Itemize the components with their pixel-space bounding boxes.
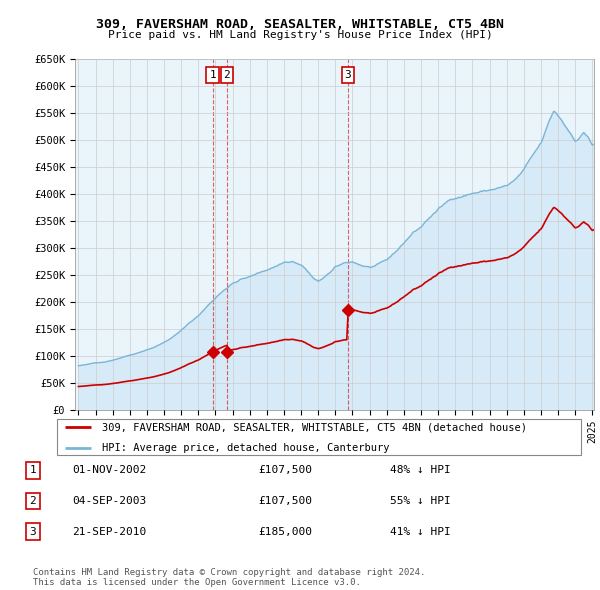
Text: Price paid vs. HM Land Registry's House Price Index (HPI): Price paid vs. HM Land Registry's House … bbox=[107, 30, 493, 40]
Text: 04-SEP-2003: 04-SEP-2003 bbox=[72, 496, 146, 506]
Text: 309, FAVERSHAM ROAD, SEASALTER, WHITSTABLE, CT5 4BN (detached house): 309, FAVERSHAM ROAD, SEASALTER, WHITSTAB… bbox=[102, 422, 527, 432]
Text: 41% ↓ HPI: 41% ↓ HPI bbox=[390, 527, 451, 536]
Text: 3: 3 bbox=[344, 70, 351, 80]
Text: 3: 3 bbox=[29, 527, 37, 536]
Text: 48% ↓ HPI: 48% ↓ HPI bbox=[390, 466, 451, 475]
Text: 55% ↓ HPI: 55% ↓ HPI bbox=[390, 496, 451, 506]
Text: HPI: Average price, detached house, Canterbury: HPI: Average price, detached house, Cant… bbox=[102, 444, 389, 454]
Text: Contains HM Land Registry data © Crown copyright and database right 2024.
This d: Contains HM Land Registry data © Crown c… bbox=[33, 568, 425, 587]
Text: 309, FAVERSHAM ROAD, SEASALTER, WHITSTABLE, CT5 4BN: 309, FAVERSHAM ROAD, SEASALTER, WHITSTAB… bbox=[96, 18, 504, 31]
Text: 21-SEP-2010: 21-SEP-2010 bbox=[72, 527, 146, 536]
Text: £107,500: £107,500 bbox=[258, 466, 312, 475]
FancyBboxPatch shape bbox=[56, 419, 581, 455]
Text: £107,500: £107,500 bbox=[258, 496, 312, 506]
Text: 01-NOV-2002: 01-NOV-2002 bbox=[72, 466, 146, 475]
Text: 1: 1 bbox=[209, 70, 216, 80]
Text: 2: 2 bbox=[29, 496, 37, 506]
Text: 1: 1 bbox=[29, 466, 37, 475]
Text: £185,000: £185,000 bbox=[258, 527, 312, 536]
Text: 2: 2 bbox=[224, 70, 230, 80]
